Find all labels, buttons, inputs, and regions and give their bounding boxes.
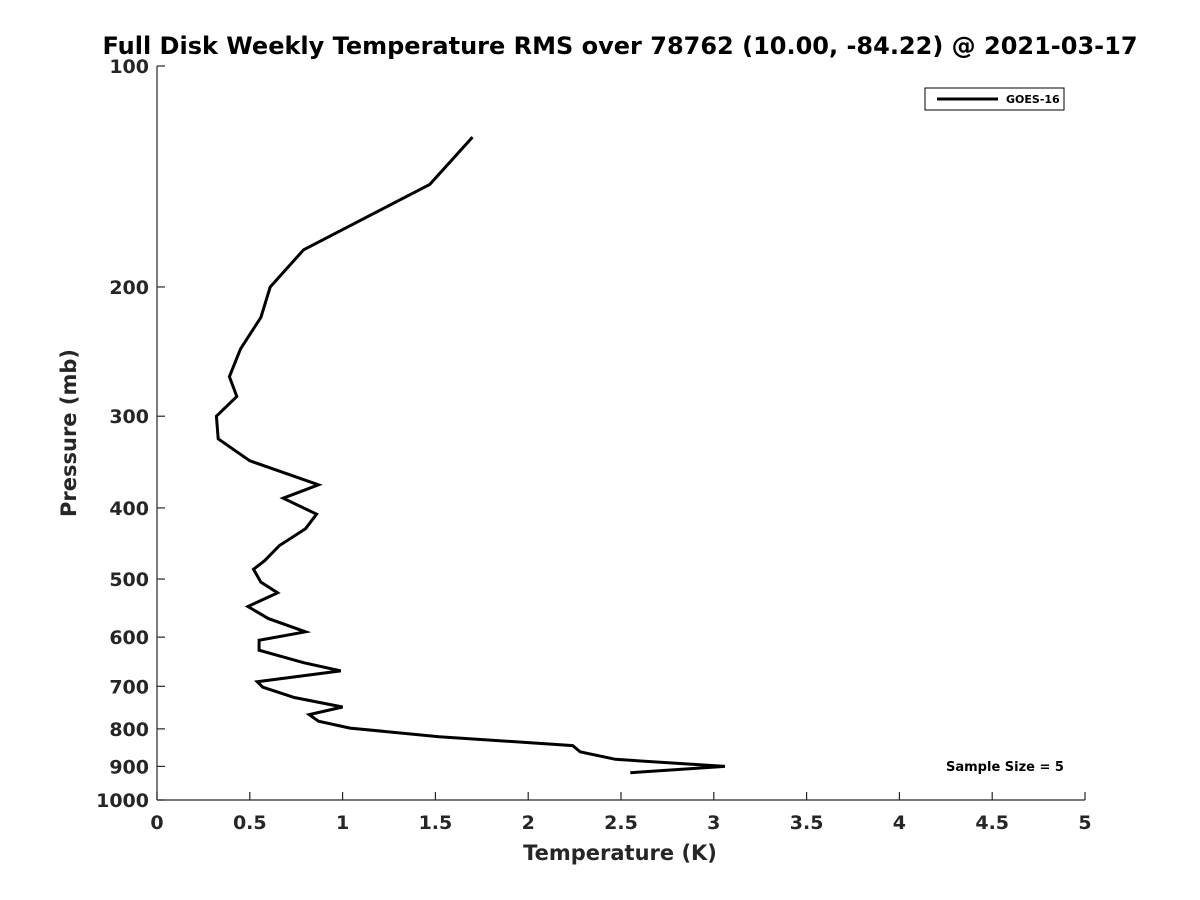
x-ticks: 0 0.5 1 1.5 2 2.5 3 3.5 4 4.5 5 bbox=[150, 792, 1092, 834]
y-tick-label: 500 bbox=[109, 569, 149, 591]
legend-label-goes-16: GOES-16 bbox=[1006, 93, 1060, 106]
y-ticks: 100 200 300 400 500 600 700 800 900 1000 bbox=[96, 56, 165, 812]
y-tick-label: 600 bbox=[109, 627, 149, 649]
x-tick-label: 2 bbox=[522, 812, 535, 834]
x-tick-label: 0.5 bbox=[233, 812, 267, 834]
y-axis-label: Pressure (mb) bbox=[57, 349, 81, 517]
chart-title: Full Disk Weekly Temperature RMS over 78… bbox=[102, 32, 1137, 60]
x-tick-label: 5 bbox=[1078, 812, 1091, 834]
y-tick-label: 100 bbox=[109, 56, 149, 78]
y-tick-label: 900 bbox=[109, 756, 149, 778]
y-tick-label: 700 bbox=[109, 676, 149, 698]
series-group bbox=[214, 136, 725, 775]
y-tick-label: 300 bbox=[109, 406, 149, 428]
x-tick-label: 4 bbox=[893, 812, 906, 834]
x-tick-label: 3 bbox=[707, 812, 720, 834]
series-line-goes-16 bbox=[214, 136, 725, 775]
x-axis-label: Temperature (K) bbox=[523, 841, 717, 865]
y-tick-label: 800 bbox=[109, 719, 149, 741]
x-tick-label: 1 bbox=[336, 812, 349, 834]
y-tick-label: 1000 bbox=[96, 790, 149, 812]
x-tick-label: 2.5 bbox=[604, 812, 638, 834]
y-tick-label: 400 bbox=[109, 498, 149, 520]
y-tick-label: 200 bbox=[109, 277, 149, 299]
legend: GOES-16 bbox=[924, 87, 1065, 111]
x-tick-label: 0 bbox=[150, 812, 163, 834]
x-tick-label: 4.5 bbox=[975, 812, 1009, 834]
x-tick-label: 3.5 bbox=[790, 812, 824, 834]
x-tick-label: 1.5 bbox=[419, 812, 453, 834]
sample-size-annotation: Sample Size = 5 bbox=[946, 760, 1064, 775]
